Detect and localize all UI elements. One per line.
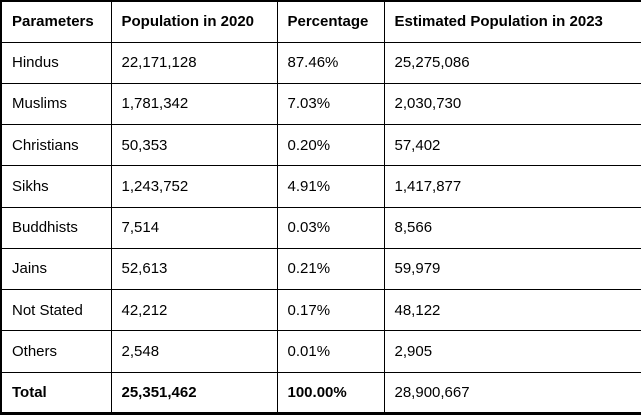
header-percentage: Percentage — [276, 0, 385, 43]
table-row: Not Stated 42,212 0.17% 48,122 — [0, 289, 641, 332]
cell-population-2020: 22,171,128 — [110, 41, 278, 84]
cell-estimated-2023: 8,566 — [383, 206, 641, 249]
cell-parameter: Muslims — [0, 82, 112, 126]
cell-estimated-2023: 2,030,730 — [383, 82, 641, 126]
header-parameters: Parameters — [0, 0, 112, 43]
cell-estimated-2023: 48,122 — [383, 289, 641, 332]
table-row: Jains 52,613 0.21% 59,979 — [0, 247, 641, 291]
cell-population-2020: 42,212 — [110, 289, 278, 332]
cell-percentage: 100.00% — [276, 371, 385, 415]
cell-percentage: 0.21% — [276, 247, 385, 291]
table-row: Christians 50,353 0.20% 57,402 — [0, 124, 641, 167]
cell-parameter: Not Stated — [0, 289, 112, 332]
cell-population-2020: 50,353 — [110, 124, 278, 167]
cell-population-2020: 7,514 — [110, 206, 278, 249]
cell-estimated-2023: 57,402 — [383, 124, 641, 167]
cell-percentage: 4.91% — [276, 165, 385, 208]
cell-parameter: Sikhs — [0, 165, 112, 208]
cell-estimated-2023: 28,900,667 — [383, 371, 641, 415]
table-row: Sikhs 1,243,752 4.91% 1,417,877 — [0, 165, 641, 208]
cell-percentage: 0.20% — [276, 124, 385, 167]
header-population-2020: Population in 2020 — [110, 0, 278, 43]
table-body: Hindus 22,171,128 87.46% 25,275,086 Muslims 1… — [0, 41, 641, 415]
cell-estimated-2023: 2,905 — [383, 330, 641, 373]
cell-population-2020: 1,781,342 — [110, 82, 278, 126]
cell-population-2020: 1,243,752 — [110, 165, 278, 208]
cell-parameter: Jains — [0, 247, 112, 291]
cell-parameter: Buddhists — [0, 206, 112, 249]
cell-population-2020: 2,548 — [110, 330, 278, 373]
cell-parameter: Total — [0, 371, 112, 415]
table-row: Muslims 1,781,342 7.03% 2,030,730 — [0, 82, 641, 126]
cell-percentage: 0.03% — [276, 206, 385, 249]
cell-percentage: 0.01% — [276, 330, 385, 373]
cell-percentage: 0.17% — [276, 289, 385, 332]
cell-estimated-2023: 1,417,877 — [383, 165, 641, 208]
table-row: Buddhists 7,514 0.03% 8,566 — [0, 206, 641, 249]
table-row-total: Total 25,351,462 100.00% 28,900,667 — [0, 371, 641, 415]
cell-parameter: Others — [0, 330, 112, 373]
cell-percentage: 7.03% — [276, 82, 385, 126]
cell-estimated-2023: 59,979 — [383, 247, 641, 291]
cell-parameter: Hindus — [0, 41, 112, 84]
cell-population-2020: 52,613 — [110, 247, 278, 291]
cell-population-2020: 25,351,462 — [110, 371, 278, 415]
table-row: Hindus 22,171,128 87.46% 25,275,086 — [0, 41, 641, 84]
cell-estimated-2023: 25,275,086 — [383, 41, 641, 84]
header-estimated-2023: Estimated Population in 2023 — [383, 0, 641, 43]
cell-parameter: Christians — [0, 124, 112, 167]
cell-percentage: 87.46% — [276, 41, 385, 84]
table-header-row: Parameters Population in 2020 Percentage… — [0, 0, 641, 43]
table-row: Others 2,548 0.01% 2,905 — [0, 330, 641, 373]
